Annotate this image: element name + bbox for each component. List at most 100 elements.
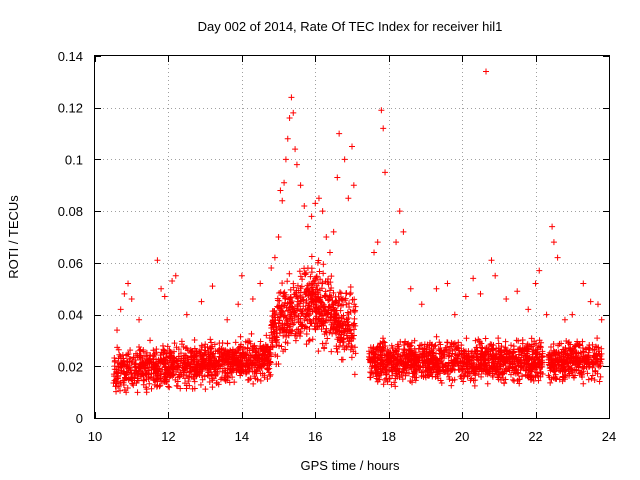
scatter-point — [370, 354, 377, 361]
data-point — [378, 107, 385, 114]
scatter-point — [558, 357, 565, 364]
scatter-point — [326, 296, 333, 303]
y-tick-label: 0.06 — [58, 256, 83, 271]
scatter-point — [519, 340, 526, 347]
scatter-point — [276, 343, 283, 350]
scatter-point — [263, 364, 270, 371]
scatter-point — [116, 364, 123, 371]
data-point — [238, 272, 245, 279]
scatter-point — [245, 354, 252, 361]
scatter-point — [344, 343, 351, 350]
data-point — [349, 143, 355, 150]
scatter-point — [502, 338, 509, 345]
scatter-point — [309, 308, 316, 315]
scatter-point — [392, 347, 399, 354]
data-point — [326, 249, 333, 256]
scatter-point — [330, 289, 337, 296]
scatter-point — [286, 270, 293, 277]
scatter-point — [246, 338, 253, 345]
data-point — [297, 182, 304, 189]
scatter-point — [448, 339, 455, 346]
scatter-point — [224, 359, 231, 366]
scatter-point — [297, 294, 304, 301]
scatter-point — [506, 364, 513, 371]
data-point — [277, 187, 284, 194]
scatter-point — [177, 350, 184, 357]
scatter-point — [496, 354, 503, 361]
scatter-point — [202, 386, 209, 393]
scatter-point — [315, 257, 322, 264]
scatter-point — [489, 345, 496, 352]
scatter-point — [568, 351, 575, 358]
scatter-point — [283, 333, 290, 340]
scatter-point — [547, 379, 554, 386]
scatter-point — [117, 370, 124, 377]
scatter-point — [486, 368, 493, 375]
scatter-point — [584, 370, 591, 377]
scatter-point — [288, 300, 295, 307]
scatter-point — [348, 354, 355, 361]
scatter-point — [326, 287, 333, 294]
scatter-point — [204, 365, 211, 372]
data-point — [268, 265, 275, 272]
scatter-point — [312, 326, 319, 333]
scatter-point — [596, 378, 603, 385]
data-point — [128, 296, 135, 303]
scatter-point — [384, 346, 391, 353]
scatter-point — [495, 348, 502, 355]
scatter-point — [263, 332, 270, 339]
scatter-point — [437, 347, 444, 354]
scatter-point — [495, 370, 502, 377]
scatter-point — [282, 346, 289, 353]
scatter-point — [417, 342, 424, 349]
scatter-point — [482, 335, 489, 342]
scatter-point — [441, 368, 448, 375]
scatter-point — [299, 310, 306, 317]
scatter-point — [417, 363, 424, 370]
data-point — [345, 195, 352, 202]
scatter-point — [120, 358, 127, 365]
data-point — [257, 280, 264, 287]
scatter-point — [132, 372, 139, 379]
scatter-point — [257, 338, 264, 345]
data-point — [147, 337, 154, 344]
x-tick-label: 24 — [602, 429, 616, 444]
scatter-point — [451, 359, 458, 366]
scatter-point — [346, 327, 353, 334]
scatter-point — [245, 376, 252, 383]
scatter-point — [402, 363, 409, 370]
scatter-point — [307, 296, 314, 303]
data-point — [550, 239, 557, 246]
scatter-point — [580, 365, 587, 372]
scatter-point — [490, 342, 497, 349]
scatter-point — [586, 361, 593, 368]
scatter-point — [573, 355, 580, 362]
scatter-point — [525, 374, 532, 381]
scatter-point — [113, 388, 120, 395]
scatter-point — [574, 338, 581, 345]
data-point — [532, 280, 539, 287]
scatter-point — [421, 341, 428, 348]
scatter-point — [477, 353, 484, 360]
scatter-point — [405, 355, 412, 362]
data-point — [492, 272, 499, 279]
scatter-point — [132, 364, 139, 371]
y-tick-label: 0.12 — [58, 101, 83, 116]
scatter-point — [433, 333, 440, 340]
scatter-point — [430, 346, 437, 353]
scatter-point — [328, 348, 335, 355]
scatter-point — [290, 284, 297, 291]
scatter-point — [301, 270, 308, 277]
scatter-point — [478, 373, 485, 380]
scatter-point — [549, 360, 556, 367]
scatter-point — [199, 376, 206, 383]
scatter-point — [320, 312, 327, 319]
scatter-point — [365, 353, 372, 360]
scatter-point — [328, 307, 335, 314]
scatter-point — [505, 365, 512, 372]
data-point — [198, 298, 205, 305]
scatter-point — [438, 380, 445, 387]
data-point — [407, 285, 414, 292]
scatter-point — [264, 375, 271, 382]
scatter-point — [191, 385, 198, 392]
